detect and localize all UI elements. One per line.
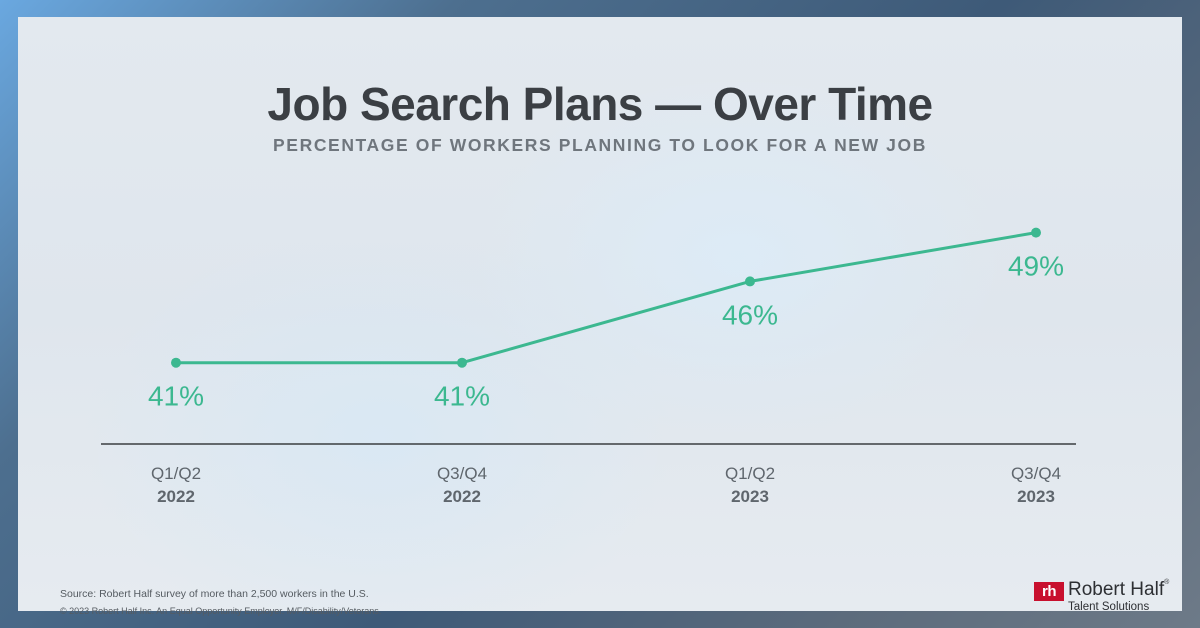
data-point xyxy=(457,357,467,368)
logo-tagline: Talent Solutions xyxy=(1068,601,1150,613)
data-point xyxy=(745,276,755,287)
data-label: 41% xyxy=(148,381,204,412)
chart-title: Job Search Plans — Over Time xyxy=(267,78,933,130)
source-note: Source: Robert Half survey of more than … xyxy=(60,588,369,600)
x-tick-label-year: 2023 xyxy=(1017,487,1055,506)
x-tick-label-year: 2023 xyxy=(731,487,769,506)
x-tick-label-period: Q1/Q2 xyxy=(725,464,775,483)
line-chart: 41% Q1/Q2 2022 41% Q3/Q4 2022 46% Q1/Q2 2023 49% Q… xyxy=(101,227,1076,506)
data-point xyxy=(171,357,181,368)
series-line xyxy=(176,231,1037,365)
x-tick-label-year: 2022 xyxy=(157,487,195,506)
data-label: 46% xyxy=(722,299,778,330)
logo-name: Robert Half® xyxy=(1068,579,1169,601)
x-tick-label-period: Q3/Q4 xyxy=(437,464,487,483)
x-tick-label-period: Q1/Q2 xyxy=(151,464,201,483)
chart-card: Job Search Plans — Over Time PERCENTAGE … xyxy=(18,17,1182,616)
x-tick-label-period: Q3/Q4 xyxy=(1011,464,1061,483)
data-label: 49% xyxy=(1008,251,1064,282)
copyright-note: © 2023 Robert Half Inc. An Equal Opportu… xyxy=(60,606,382,616)
robert-half-logo: rh Robert Half® Talent Solutions xyxy=(1034,579,1194,615)
x-tick-label-year: 2022 xyxy=(443,487,481,506)
logo-registered-mark: ® xyxy=(1164,579,1170,586)
data-label: 41% xyxy=(434,381,490,412)
chart-subtitle: PERCENTAGE OF WORKERS PLANNING TO LOOK F… xyxy=(273,135,927,155)
logo-name-text: Robert Half xyxy=(1068,579,1165,600)
data-point xyxy=(1031,227,1041,238)
rh-logo-icon: rh xyxy=(1034,582,1064,601)
